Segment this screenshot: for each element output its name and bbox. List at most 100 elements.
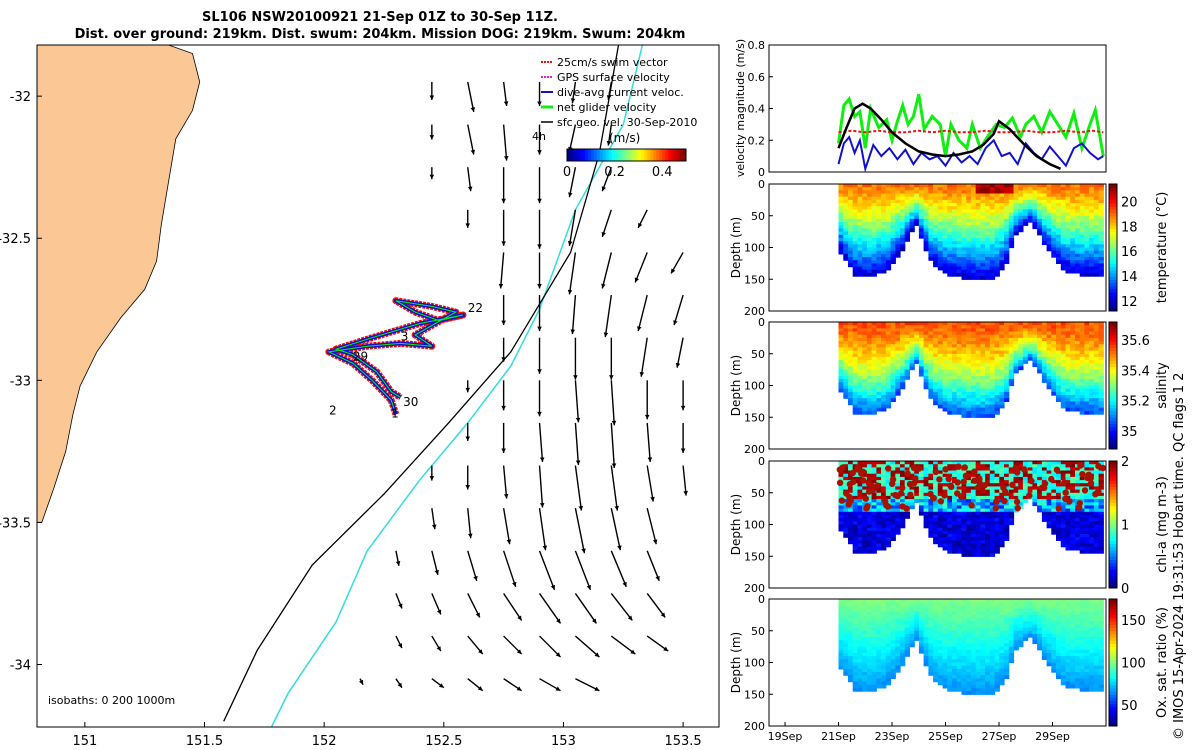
section-cell bbox=[1065, 391, 1071, 396]
section-cell bbox=[994, 492, 1000, 497]
section-cell bbox=[980, 331, 986, 336]
section-cell bbox=[890, 231, 896, 236]
section-cell bbox=[999, 404, 1005, 409]
section-cell bbox=[970, 184, 977, 188]
section-cell bbox=[999, 260, 1005, 264]
section-cell bbox=[1041, 190, 1048, 195]
section-cell bbox=[871, 672, 877, 676]
section-cell bbox=[1065, 212, 1071, 217]
section-cell bbox=[843, 234, 849, 239]
section-cell bbox=[885, 483, 892, 487]
section-cell bbox=[975, 193, 981, 198]
section-cell bbox=[937, 196, 944, 201]
section-cell bbox=[975, 356, 981, 361]
section-cell bbox=[895, 199, 901, 204]
section-cell bbox=[876, 668, 882, 673]
section-cell bbox=[866, 684, 873, 689]
geo-vector bbox=[431, 635, 442, 652]
section-cell bbox=[1098, 549, 1104, 554]
section-cell bbox=[989, 228, 996, 233]
section-cell bbox=[1098, 543, 1104, 548]
section-cell bbox=[857, 527, 863, 532]
section-cell bbox=[871, 385, 877, 390]
section-cell bbox=[942, 212, 948, 217]
section-cell bbox=[1051, 518, 1057, 522]
section-cell bbox=[1065, 530, 1071, 535]
section-cell bbox=[1070, 502, 1076, 507]
section-cell bbox=[843, 495, 849, 500]
section-cell bbox=[1037, 360, 1043, 364]
chl-dot bbox=[1039, 484, 1046, 491]
section-cell bbox=[928, 486, 934, 491]
section-colorbar-segment bbox=[1109, 508, 1117, 513]
section-cell bbox=[871, 203, 877, 207]
section-cell bbox=[866, 602, 873, 606]
section-cell bbox=[989, 209, 996, 214]
section-cell bbox=[1070, 407, 1076, 412]
section-cell bbox=[952, 247, 958, 252]
section-cell bbox=[985, 470, 991, 475]
section-cell bbox=[1046, 325, 1052, 329]
section-colorbar-segment bbox=[1109, 360, 1117, 364]
section-cell bbox=[1013, 328, 1019, 333]
section-cell bbox=[966, 492, 972, 497]
section-colorbar-segment bbox=[1109, 486, 1117, 491]
section-cell bbox=[975, 534, 981, 538]
section-colorbar-segment bbox=[1109, 445, 1117, 450]
section-cell bbox=[871, 344, 877, 348]
section-cell bbox=[885, 257, 892, 261]
section-cell bbox=[885, 369, 892, 374]
section-cell bbox=[999, 524, 1005, 529]
section-cell bbox=[866, 388, 873, 393]
section-cell bbox=[1008, 518, 1015, 522]
section-cell bbox=[871, 196, 877, 201]
section-cell bbox=[843, 662, 849, 667]
section-cell bbox=[1065, 325, 1071, 329]
section-cell bbox=[1027, 209, 1033, 214]
section-cell bbox=[862, 250, 868, 255]
section-cell bbox=[1098, 222, 1104, 226]
section-cell bbox=[890, 337, 896, 342]
section-cell bbox=[881, 247, 887, 252]
section-cell bbox=[1037, 461, 1043, 465]
section-cell bbox=[1089, 505, 1095, 510]
section-cell bbox=[862, 193, 868, 198]
section-cell bbox=[1089, 524, 1095, 529]
section-cell bbox=[994, 489, 1000, 494]
section-cell bbox=[952, 322, 958, 326]
section-cell bbox=[838, 238, 844, 242]
section-cell bbox=[975, 461, 981, 465]
section-cell bbox=[1075, 379, 1081, 383]
section-cell bbox=[989, 212, 996, 217]
section-cell bbox=[848, 630, 854, 635]
section-cell bbox=[904, 341, 910, 345]
section-cell bbox=[895, 505, 901, 510]
section-cell bbox=[866, 225, 873, 230]
section-cell bbox=[852, 543, 858, 548]
section-cell bbox=[1089, 184, 1095, 188]
section-cell bbox=[1093, 356, 1100, 361]
section-cell bbox=[838, 231, 844, 236]
section-cell bbox=[900, 508, 906, 513]
section-cell bbox=[876, 347, 882, 352]
section-cell bbox=[970, 372, 977, 377]
section-cell bbox=[989, 247, 996, 252]
section-cell bbox=[1098, 495, 1104, 500]
section-cell bbox=[994, 366, 1000, 371]
section-cell bbox=[942, 540, 948, 545]
section-cell bbox=[909, 218, 915, 223]
section-cell bbox=[866, 341, 873, 345]
chl-dot bbox=[971, 477, 978, 484]
section-cell bbox=[1075, 238, 1081, 242]
section-cell bbox=[1013, 215, 1019, 220]
geo-vector bbox=[537, 124, 542, 155]
section-cell bbox=[914, 190, 920, 195]
section-cell bbox=[947, 341, 953, 345]
section-cell bbox=[975, 495, 981, 500]
section-cell bbox=[1032, 337, 1038, 342]
geo-vector bbox=[646, 508, 658, 545]
chl-dot bbox=[846, 481, 854, 488]
section-colorbar-segment bbox=[1109, 238, 1117, 242]
section-cell bbox=[1051, 385, 1057, 390]
section-cell bbox=[1070, 269, 1076, 274]
